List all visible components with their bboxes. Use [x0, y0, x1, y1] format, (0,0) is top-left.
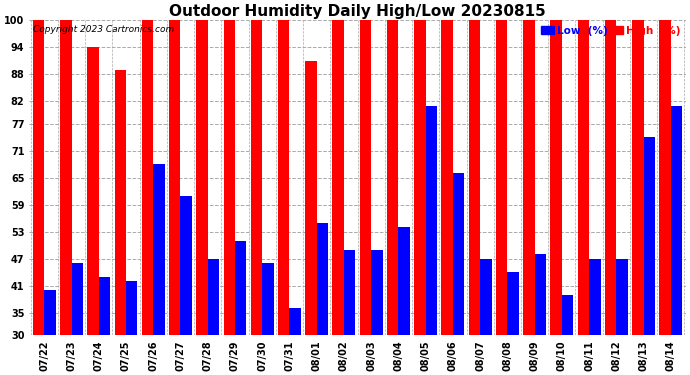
Bar: [344, 250, 355, 335]
Bar: [208, 259, 219, 335]
Bar: [60, 20, 72, 335]
Bar: [616, 259, 628, 335]
Bar: [250, 20, 262, 335]
Bar: [333, 20, 344, 335]
Bar: [33, 20, 44, 335]
Bar: [72, 263, 83, 335]
Bar: [88, 47, 99, 335]
Bar: [141, 20, 153, 335]
Bar: [305, 61, 317, 335]
Bar: [289, 308, 301, 335]
Bar: [181, 196, 192, 335]
Bar: [262, 263, 274, 335]
Bar: [605, 20, 616, 335]
Bar: [480, 259, 491, 335]
Bar: [317, 223, 328, 335]
Bar: [562, 295, 573, 335]
Bar: [235, 241, 246, 335]
Bar: [523, 20, 535, 335]
Bar: [169, 20, 181, 335]
Bar: [278, 20, 289, 335]
Bar: [44, 290, 56, 335]
Bar: [387, 20, 398, 335]
Bar: [644, 137, 655, 335]
Text: Copyright 2023 Cartronics.com: Copyright 2023 Cartronics.com: [32, 25, 174, 34]
Bar: [469, 20, 480, 335]
Title: Outdoor Humidity Daily High/Low 20230815: Outdoor Humidity Daily High/Low 20230815: [169, 4, 546, 19]
Bar: [453, 173, 464, 335]
Bar: [398, 227, 410, 335]
Bar: [442, 20, 453, 335]
Bar: [507, 272, 519, 335]
Legend: Low  (%), High  (%): Low (%), High (%): [541, 26, 680, 36]
Bar: [632, 20, 644, 335]
Bar: [589, 259, 600, 335]
Bar: [99, 277, 110, 335]
Bar: [359, 20, 371, 335]
Bar: [671, 106, 682, 335]
Bar: [535, 254, 546, 335]
Bar: [153, 164, 165, 335]
Bar: [126, 281, 137, 335]
Bar: [196, 20, 208, 335]
Bar: [115, 70, 126, 335]
Bar: [426, 106, 437, 335]
Bar: [371, 250, 383, 335]
Bar: [414, 20, 426, 335]
Bar: [551, 20, 562, 335]
Bar: [224, 20, 235, 335]
Bar: [660, 20, 671, 335]
Bar: [496, 20, 507, 335]
Bar: [578, 20, 589, 335]
